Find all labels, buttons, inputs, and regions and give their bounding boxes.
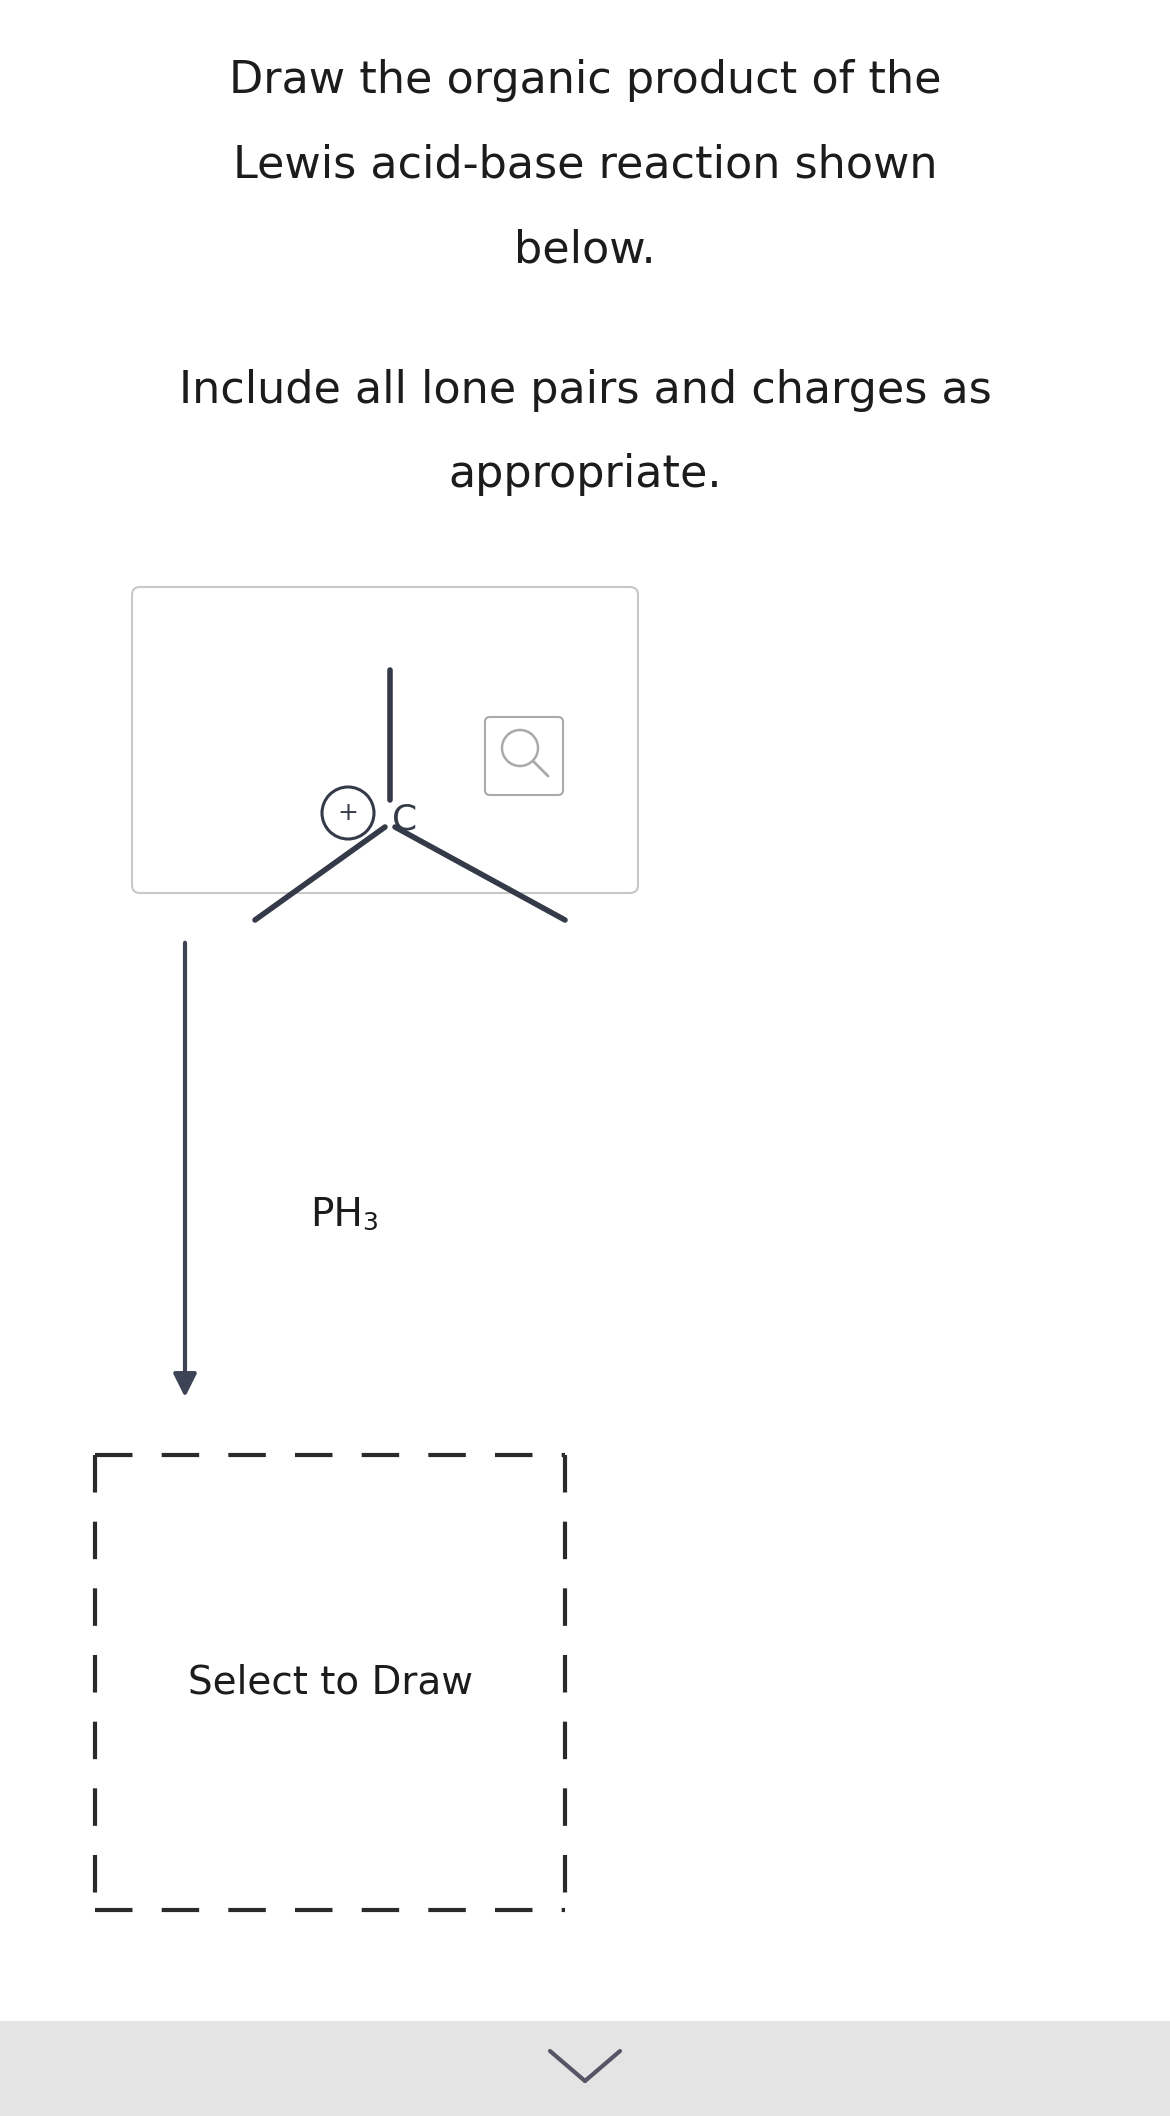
Text: Select to Draw: Select to Draw (187, 1663, 473, 1701)
Text: +: + (338, 802, 358, 825)
Text: Include all lone pairs and charges as: Include all lone pairs and charges as (179, 368, 991, 411)
Text: Draw the organic product of the: Draw the organic product of the (229, 59, 941, 102)
Text: 3: 3 (362, 1210, 378, 1236)
Text: appropriate.: appropriate. (448, 453, 722, 497)
Text: below.: below. (514, 229, 656, 271)
Text: PH: PH (310, 1196, 363, 1234)
FancyBboxPatch shape (486, 717, 563, 796)
FancyBboxPatch shape (132, 586, 638, 893)
Text: Lewis acid-base reaction shown: Lewis acid-base reaction shown (233, 144, 937, 186)
Bar (0, 2021, 1170, 2116)
Text: C: C (392, 802, 418, 838)
